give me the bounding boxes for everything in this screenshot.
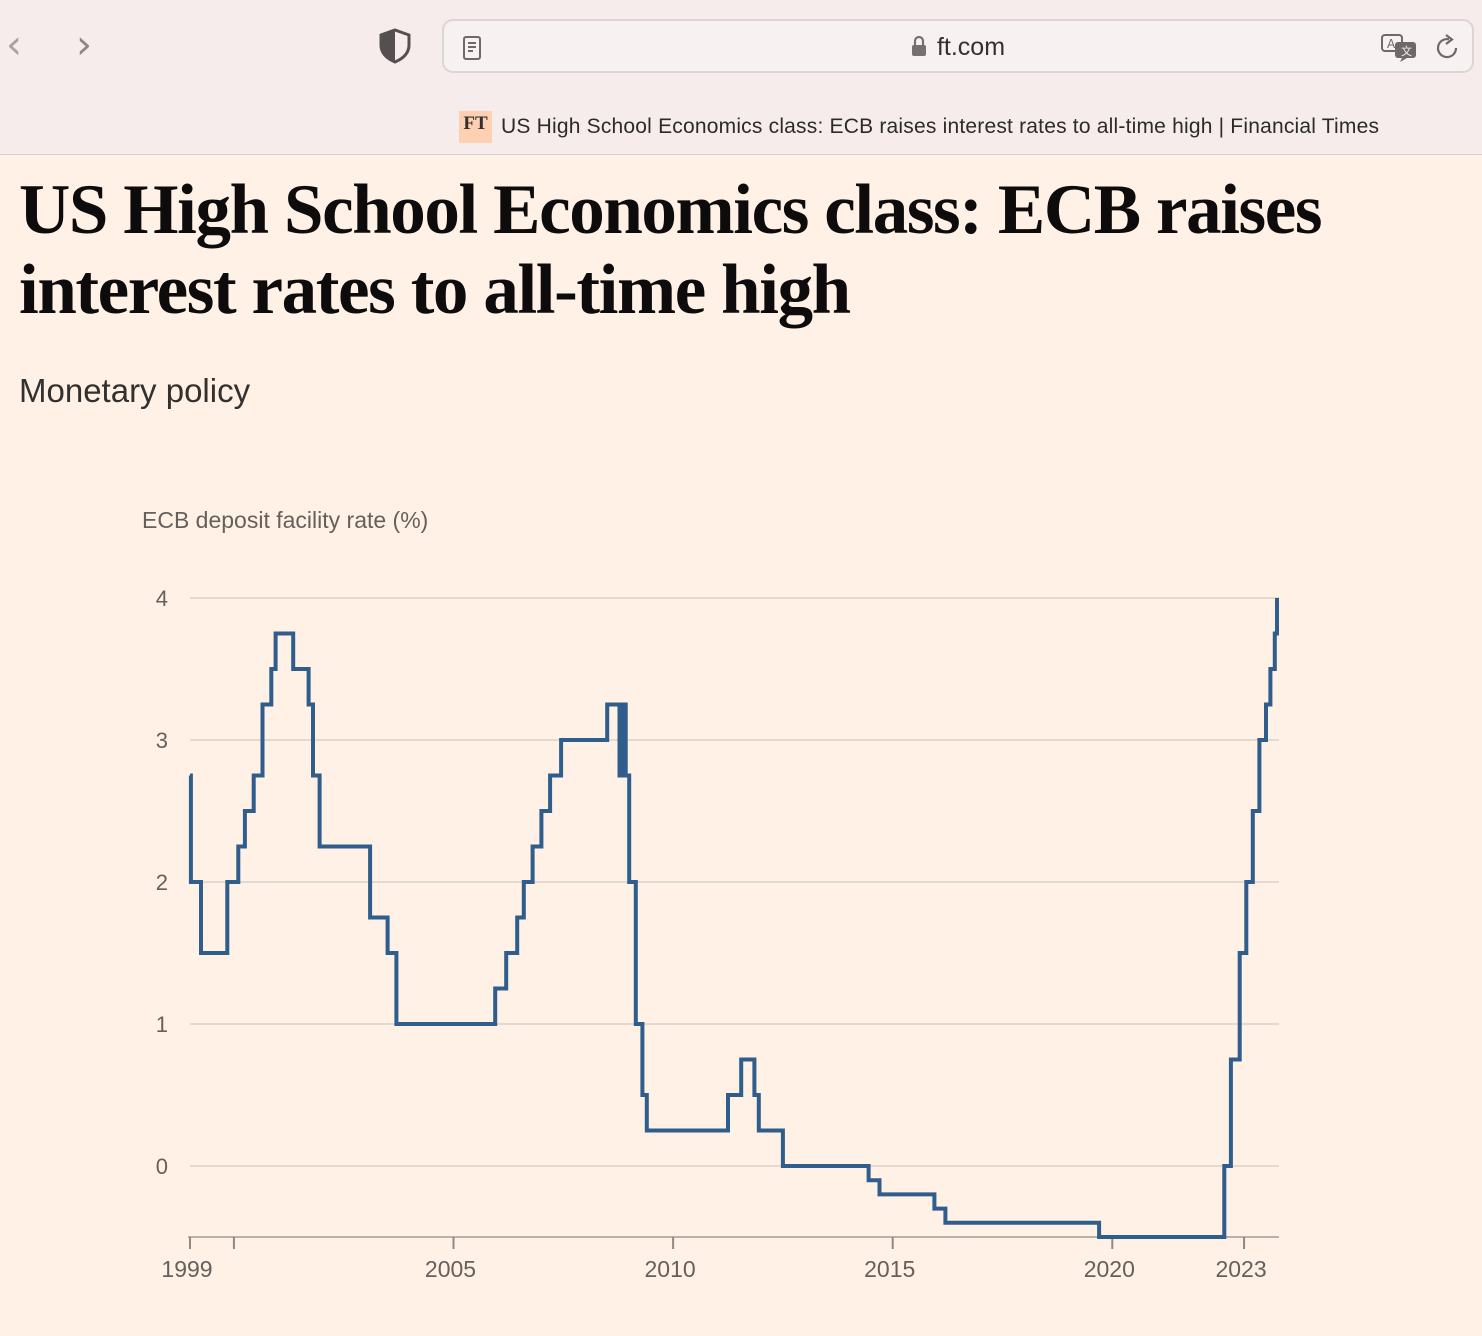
forward-icon[interactable]: › <box>76 22 92 68</box>
x-tick-label: 2010 <box>645 1256 696 1282</box>
article-topic-tag[interactable]: Monetary policy <box>19 372 251 409</box>
address-bar[interactable]: ft.com A 文 <box>442 19 1474 73</box>
y-tick-label: 3 <box>156 728 168 753</box>
x-tick-label: 2023 <box>1215 1256 1266 1282</box>
tab-title: US High School Economics class: ECB rais… <box>501 115 1380 138</box>
back-icon[interactable]: ‹ <box>6 22 22 68</box>
svg-text:A: A <box>1387 37 1396 51</box>
reader-mode-icon[interactable] <box>459 35 485 61</box>
y-tick-label: 2 <box>156 870 168 895</box>
lock-icon <box>911 35 926 56</box>
ecb-rate-chart: ECB deposit facility rate (%) 0 1 2 3 4 1999 2… <box>142 507 1279 1282</box>
x-tick-label: 1999 <box>161 1256 212 1282</box>
chart-title: ECB deposit facility rate (%) <box>142 507 428 533</box>
x-tick-label: 2015 <box>864 1256 915 1282</box>
rate-line <box>188 598 1279 1239</box>
privacy-shield-icon[interactable] <box>378 28 412 64</box>
y-tick-label: 1 <box>156 1012 168 1037</box>
browser-tab[interactable]: FT US High School Economics class: ECB r… <box>459 111 1379 143</box>
browser-toolbar: ‹ › ft.com A 文 FT U <box>0 0 1482 155</box>
x-tick-label: 2005 <box>425 1256 476 1282</box>
url-text: ft.com <box>936 33 1006 61</box>
svg-text:文: 文 <box>1401 44 1412 58</box>
y-tick-label: 4 <box>156 586 168 611</box>
x-tick-label: 2020 <box>1084 1256 1135 1282</box>
translate-icon[interactable]: A 文 <box>1380 33 1418 63</box>
reload-icon[interactable] <box>1432 33 1462 63</box>
url-display[interactable]: ft.com <box>444 33 1472 62</box>
y-tick-label: 0 <box>156 1154 168 1179</box>
article-headline: US High School Economics class: ECB rais… <box>19 171 1323 329</box>
ft-favicon: FT <box>459 111 492 143</box>
